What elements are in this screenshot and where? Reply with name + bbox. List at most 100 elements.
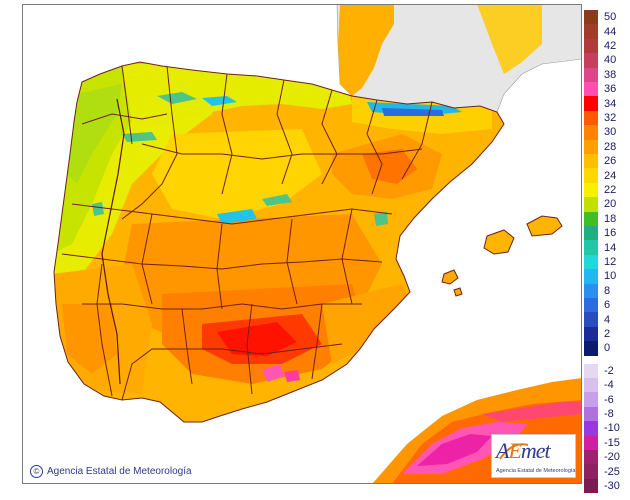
legend-swatch — [584, 10, 598, 25]
legend-label: 36 — [604, 83, 617, 96]
legend-swatch — [584, 269, 598, 284]
legend-label: 12 — [604, 255, 617, 268]
legend-row: 2 — [584, 326, 611, 342]
legend-label: 14 — [604, 241, 617, 254]
legend-label: 4 — [604, 313, 611, 326]
legend-row: 18 — [584, 211, 617, 226]
legend-label: 16 — [604, 227, 617, 240]
legend-label: 2 — [604, 327, 611, 340]
legend-row: 36 — [584, 82, 617, 97]
legend-swatch — [584, 67, 598, 82]
legend-swatch — [584, 240, 598, 255]
legend-label: 26 — [604, 155, 617, 168]
legend-label: 34 — [604, 97, 617, 110]
legend-row: -4 — [584, 378, 614, 393]
logo-wordmark: AEmet — [496, 438, 551, 464]
balearic-islands — [441, 215, 563, 297]
legend-row: -30 — [584, 478, 620, 494]
legend-swatch — [584, 211, 598, 226]
legend-label: -20 — [604, 451, 620, 464]
legend-swatch — [584, 139, 598, 154]
legend-label: 10 — [604, 270, 617, 283]
legend-swatch — [584, 24, 598, 39]
legend-label: 20 — [604, 198, 617, 211]
france-coverage — [338, 4, 394, 96]
legend-swatch — [584, 53, 598, 68]
legend-row: 42 — [584, 38, 616, 54]
legend-swatch — [584, 464, 598, 479]
legend-row: 4 — [584, 312, 611, 327]
copyright-icon: © — [30, 465, 43, 478]
legend-label: 30 — [604, 126, 617, 139]
legend-label: 40 — [604, 54, 617, 67]
legend-row: 10 — [584, 269, 617, 284]
logo-letters-rest: met — [520, 438, 551, 463]
logo-letter-a: A — [496, 438, 509, 463]
legend-label: -10 — [604, 422, 620, 435]
legend-row: 6 — [584, 298, 611, 313]
temperature-map — [22, 4, 582, 484]
temperature-field — [54, 64, 492, 394]
legend-swatch — [584, 298, 598, 313]
map-frame — [22, 4, 582, 484]
legend-swatch — [584, 82, 598, 97]
aemet-logo: AEmet Agencia Estatal de Meteorología — [491, 434, 576, 478]
legend-row: 26 — [584, 154, 617, 169]
legend-swatch — [584, 406, 598, 422]
legend-row: 0 — [584, 341, 610, 356]
legend-swatch — [584, 450, 598, 465]
legend-row: 22 — [584, 182, 617, 198]
legend-swatch — [584, 110, 598, 126]
legend-label: -2 — [604, 364, 614, 377]
legend-label: -6 — [604, 393, 614, 406]
legend-label: 18 — [604, 212, 617, 225]
legend-row: -2 — [584, 363, 614, 378]
france-coverage-east — [477, 4, 542, 74]
legend-row: -20 — [584, 450, 620, 465]
legend-label: -30 — [604, 479, 620, 492]
legend-swatch — [584, 478, 598, 494]
legend-row: 20 — [584, 197, 617, 212]
legend-label: -25 — [604, 465, 620, 478]
legend-label: 32 — [604, 111, 617, 124]
legend-swatch — [584, 182, 598, 198]
credit-line: © Agencia Estatal de Meteorología — [30, 465, 192, 478]
legend-swatch — [584, 226, 598, 241]
legend-label: 22 — [604, 183, 617, 196]
legend-swatch — [584, 38, 598, 54]
legend-swatch — [584, 197, 598, 212]
legend-row: 14 — [584, 240, 617, 255]
portugal-spain-border — [101, 98, 125, 385]
legend-swatch — [584, 154, 598, 169]
legend-swatch — [584, 96, 598, 111]
province-borders — [53, 61, 505, 423]
legend-row: 8 — [584, 283, 610, 298]
legend-swatch — [584, 326, 598, 342]
legend-swatch — [584, 168, 598, 183]
legend-swatch — [584, 363, 598, 378]
legend-label: 50 — [604, 11, 617, 24]
legend-swatch — [584, 125, 598, 140]
legend-row: 32 — [584, 110, 617, 126]
logo-letter-e: E — [508, 438, 521, 463]
legend-label: 6 — [604, 299, 611, 312]
legend-swatch — [584, 341, 598, 356]
logo-subtitle: Agencia Estatal de Meteorología — [496, 468, 576, 474]
legend-swatch — [584, 378, 598, 393]
legend-row: -6 — [584, 392, 614, 407]
legend-label: -4 — [604, 379, 614, 392]
legend-row: 38 — [584, 67, 616, 82]
legend-swatch — [584, 435, 598, 450]
legend-row: -15 — [584, 435, 620, 450]
legend-row: 12 — [584, 254, 617, 270]
legend-label: -15 — [604, 436, 620, 449]
legend-label: 28 — [604, 140, 617, 153]
legend-swatch — [584, 283, 598, 298]
legend-row: -8 — [584, 406, 614, 422]
legend-swatch — [584, 254, 598, 270]
legend-label: -8 — [604, 407, 614, 420]
legend-row: 34 — [584, 96, 617, 111]
legend-row: 44 — [584, 24, 616, 39]
legend-row: 24 — [584, 168, 616, 183]
legend-swatch — [584, 421, 598, 436]
